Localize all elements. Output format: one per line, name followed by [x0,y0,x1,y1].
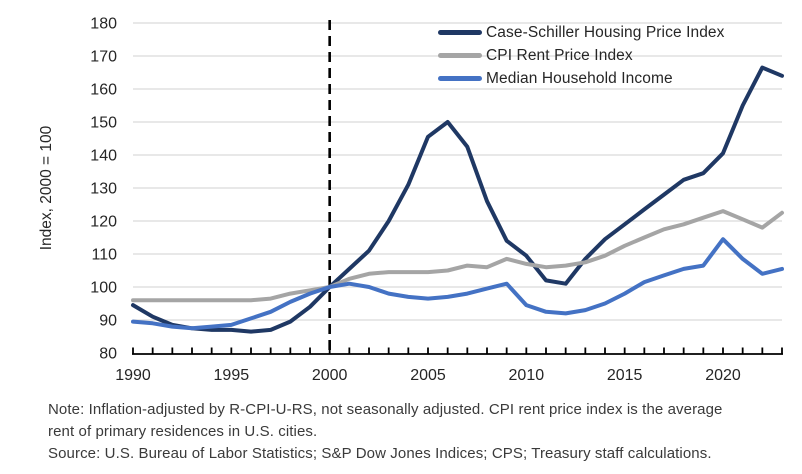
note-line-1: Note: Inflation-adjusted by R-CPI-U-RS, … [48,401,723,418]
median-income-line-swatch [438,76,482,81]
series-line-case-schiller-housing-price-index [131,65,784,334]
note-line-2: rent of primary residences in U.S. citie… [48,423,318,440]
y-tick-label: 170 [90,49,117,66]
y-tick-label: 80 [99,346,117,363]
legend-label-cpi-rent: CPI Rent Price Index [486,46,633,64]
y-axis-title: Index, 2000 = 100 [38,125,55,250]
x-tick-label: 1990 [115,367,151,384]
y-tick-label: 160 [90,82,117,99]
y-tick-label: 100 [90,280,117,297]
series-line-median-household-income [131,237,784,331]
case-schiller-line-swatch [438,30,482,35]
x-tick-label: 1995 [214,367,250,384]
cpi-rent-line-swatch [438,53,482,58]
y-tick-label: 140 [90,148,117,165]
x-tick-label: 2015 [607,367,643,384]
y-tick-label: 90 [99,313,117,330]
legend-label-median-income: Median Household Income [486,69,673,87]
x-tick-label: 2005 [410,367,446,384]
y-tick-label: 180 [90,16,117,33]
y-tick-label: 110 [91,247,117,264]
y-tick-label: 120 [90,214,117,231]
legend-item-cpi-rent: CPI Rent Price Index [438,44,725,67]
y-tick-label: 130 [90,181,117,198]
axis-layer: 1990 1995 2000 2005 2010 2015 2020 [115,347,783,384]
legend: Case-Schiller Housing Price Index CPI Re… [438,21,725,90]
legend-item-case-schiller: Case-Schiller Housing Price Index [438,21,725,44]
series-layer [131,65,784,334]
legend-label-case-schiller: Case-Schiller Housing Price Index [486,23,725,41]
x-tick-label: 2010 [509,367,545,384]
grid-layer: 80 90 100 110 120 130 140 150 160 170 180 [90,16,782,363]
series-line-cpi-rent-price-index [131,209,784,303]
line-chart: 80 90 100 110 120 130 140 150 160 170 180 1990 1995… [38,16,784,384]
y-tick-label: 150 [90,115,117,132]
x-tick-label: 2020 [705,367,741,384]
x-tick-label: 2000 [312,367,348,384]
footnotes: Note: Inflation-adjusted by R-CPI-U-RS, … [48,399,778,465]
source-line: Source: U.S. Bureau of Labor Statistics;… [48,445,712,462]
legend-item-median-income: Median Household Income [438,67,725,90]
